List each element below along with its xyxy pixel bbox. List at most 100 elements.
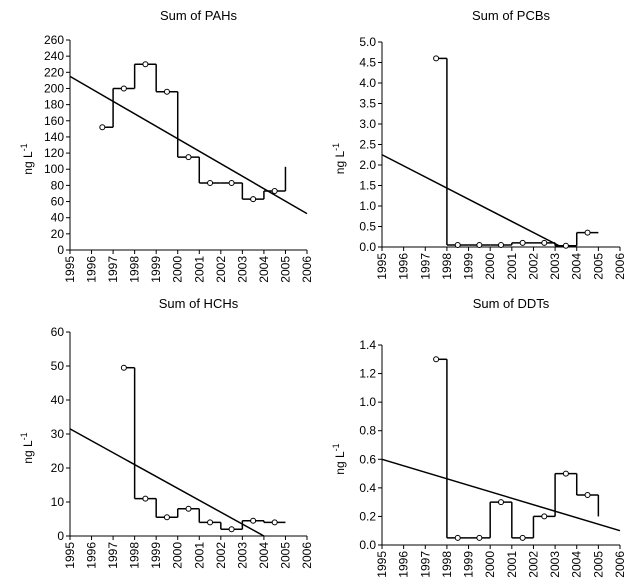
data-point [185,505,192,512]
data-point [454,534,461,541]
x-tick-label: 2004 [257,542,271,569]
y-tick-label: 200 [44,81,64,95]
y-tick-label: 60 [51,325,65,339]
y-tick-label: 0.6 [359,452,376,466]
y-axis-label-exponent: -1 [331,143,341,151]
y-axis-label-text: ng L [21,151,35,175]
y-tick-label: 60 [51,195,65,209]
data-point [271,519,278,526]
y-tick-label: 1.0 [359,199,376,213]
x-tick-label: 2006 [613,551,627,578]
x-tick-label: 2001 [192,256,206,283]
x-tick-label: 2002 [526,253,540,280]
y-tick-label: 120 [44,146,64,160]
x-tick-label: 2002 [526,551,540,578]
x-tick-label: 1999 [149,256,163,283]
data-point [207,519,214,526]
data-point [541,513,548,520]
data-point [541,239,548,246]
y-tick-label: 50 [51,359,65,373]
y-tick-label: 3.5 [359,97,376,111]
chart-title: Sum of HCHs [159,296,239,311]
x-tick-label: 2006 [300,542,314,569]
chart-title: Sum of PAHs [160,8,238,23]
y-axis-label-exponent: -1 [331,443,341,451]
x-tick-label: 1997 [106,542,120,569]
y-tick-label: 1.2 [359,367,376,381]
data-point [163,514,170,521]
x-tick-label: 2001 [192,542,206,569]
x-tick-label: 2005 [591,551,605,578]
x-tick-label: 2005 [278,542,292,569]
x-tick-label: 1996 [85,256,99,283]
y-tick-label: 0.0 [359,538,376,552]
data-point [519,534,526,541]
x-tick-label: 2000 [171,256,185,283]
x-tick-label: 2004 [257,256,271,283]
x-tick-label: 2001 [505,253,519,280]
y-tick-label: 140 [44,130,64,144]
data-point [433,55,440,62]
y-tick-label: 40 [51,393,65,407]
chart-title: Sum of DDTs [473,296,550,311]
x-tick-label: 2000 [171,542,185,569]
y-tick-label: 220 [44,65,64,79]
x-tick-label: 2001 [505,551,519,578]
data-point [433,356,440,363]
trend-line [69,75,308,215]
x-tick-label: 1997 [418,551,432,578]
y-axis-label: ng L-1 [331,143,347,174]
x-tick-label: 2005 [278,256,292,283]
data-point [454,241,461,248]
y-axis-label: ng L-1 [19,143,35,174]
data-point [250,517,257,524]
y-tick-label: 2.5 [359,138,376,152]
x-tick-label: 1996 [85,542,99,569]
y-axis-label: ng L-1 [331,443,347,474]
y-tick-label: 0.4 [359,481,376,495]
y-tick-label: 0.2 [359,509,376,523]
data-point [163,88,170,95]
data-point [142,495,149,502]
x-tick-label: 2005 [591,253,605,280]
y-tick-label: 260 [44,33,64,47]
y-tick-label: 80 [51,178,65,192]
x-tick-label: 2003 [235,256,249,283]
data-point [142,61,149,68]
data-point [519,239,526,246]
data-point [185,154,192,161]
x-tick-label: 1998 [128,256,142,283]
data-point [207,179,214,186]
data-point [228,179,235,186]
trend-line [69,428,265,537]
y-tick-label: 180 [44,98,64,112]
x-tick-label: 1999 [462,551,476,578]
y-tick-label: 20 [51,227,65,241]
y-tick-label: 1.0 [359,395,376,409]
y-tick-label: 0.8 [359,424,376,438]
x-tick-label: 2002 [214,256,228,283]
x-tick-label: 1995 [63,542,77,569]
x-tick-label: 1996 [397,253,411,280]
x-tick-label: 1998 [440,551,454,578]
x-tick-label: 1997 [106,256,120,283]
x-tick-label: 1995 [375,253,389,280]
x-tick-label: 2006 [300,256,314,283]
data-point [228,526,235,533]
y-axis-label-text: ng L [333,451,347,475]
x-tick-label: 1999 [149,542,163,569]
data-point [476,241,483,248]
x-tick-label: 2004 [570,551,584,578]
y-tick-label: 0.0 [359,240,376,254]
x-tick-label: 1998 [128,542,142,569]
x-tick-label: 2003 [235,542,249,569]
y-tick-label: 5.0 [359,35,376,49]
y-tick-label: 0 [57,243,64,257]
y-tick-label: 20 [51,461,65,475]
trend-line [381,154,562,248]
x-tick-label: 2004 [570,253,584,280]
y-tick-label: 1.5 [359,179,376,193]
y-axis-label-text: ng L [333,151,347,175]
y-axis-label: ng L-1 [19,432,35,463]
y-tick-label: 10 [51,495,65,509]
